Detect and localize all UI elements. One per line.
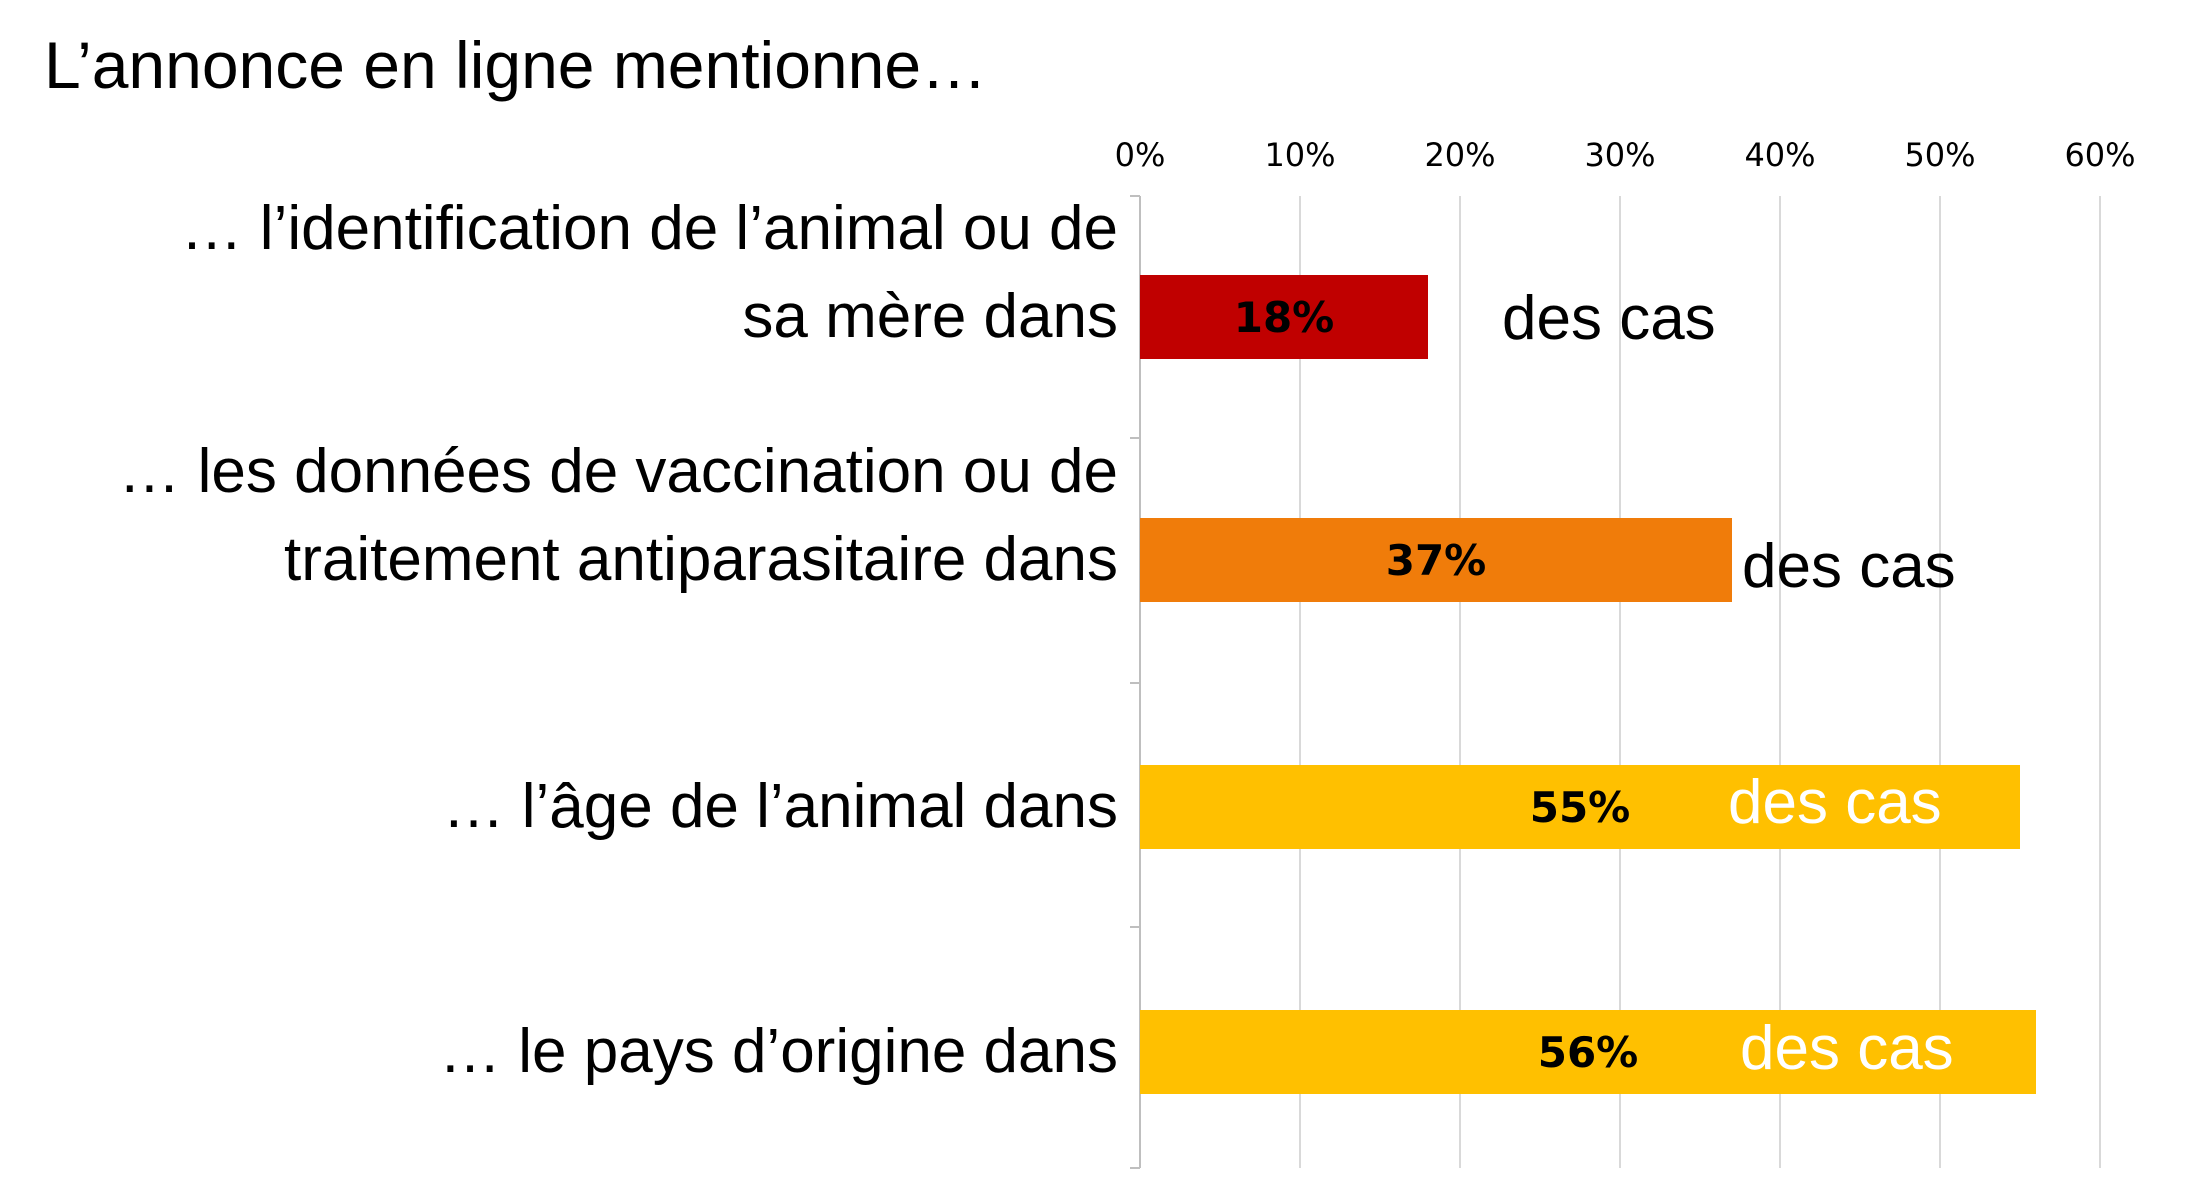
bars bbox=[1140, 275, 2036, 1094]
category-label: … l’identification de l’animal ou de sa m… bbox=[181, 185, 1118, 361]
x-tick-label: 60% bbox=[2064, 136, 2135, 174]
category-label: … l’âge de l’animal dans bbox=[443, 763, 1119, 851]
category-label-line: … le pays d’origine dans bbox=[439, 1017, 1118, 1086]
x-tick-label: 0% bbox=[1115, 136, 1166, 174]
suffix-label: des cas bbox=[1742, 532, 1956, 601]
x-tick-label: 40% bbox=[1744, 136, 1815, 174]
x-tick-label: 50% bbox=[1904, 136, 1975, 174]
chart-title: L’annonce en ligne mentionne… bbox=[44, 28, 988, 102]
category-label-line: … les données de vaccination ou de bbox=[118, 437, 1118, 506]
x-tick-label: 20% bbox=[1424, 136, 1495, 174]
category-label-line: … l’identification de l’animal ou de bbox=[180, 194, 1118, 263]
bar-value-labels: 18% 37% 55% 56% bbox=[1234, 293, 1639, 1077]
x-axis-ticks: 0% 10% 20% 30% 40% 50% 60% bbox=[1115, 136, 2136, 174]
category-label: … les données de vaccination ou de traite… bbox=[118, 428, 1118, 604]
suffix-label: des cas bbox=[1740, 1014, 1954, 1083]
x-tick-label: 10% bbox=[1264, 136, 1335, 174]
category-label-line: sa mère dans bbox=[742, 282, 1118, 351]
category-label-line: traitement antiparasitaire dans bbox=[283, 525, 1118, 594]
bar-2 bbox=[1140, 518, 1732, 602]
bar-1 bbox=[1140, 275, 1428, 359]
bar-value-label: 18% bbox=[1234, 293, 1335, 342]
bar-value-label: 56% bbox=[1538, 1028, 1639, 1077]
x-tick-label: 30% bbox=[1584, 136, 1655, 174]
bar-3 bbox=[1140, 765, 2020, 849]
bar-value-label: 55% bbox=[1530, 783, 1631, 832]
category-label: … le pays d’origine dans bbox=[439, 1008, 1118, 1096]
suffix-label: des cas bbox=[1728, 768, 1942, 837]
bar-4 bbox=[1140, 1010, 2036, 1094]
suffix-label: des cas bbox=[1502, 284, 1716, 353]
bar-value-label: 37% bbox=[1386, 536, 1487, 585]
category-label-line: … l’âge de l’animal dans bbox=[442, 772, 1119, 841]
